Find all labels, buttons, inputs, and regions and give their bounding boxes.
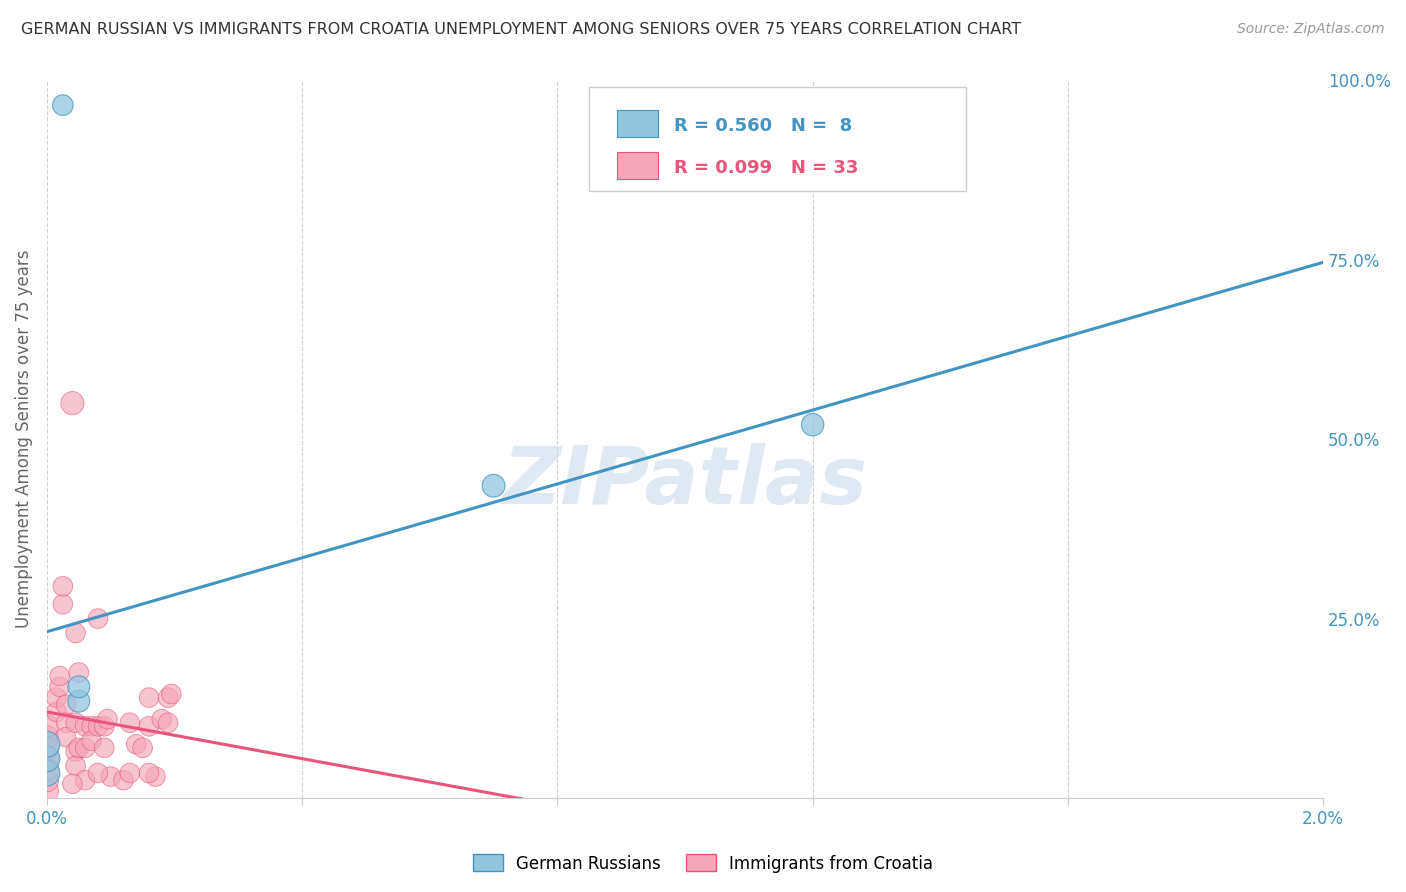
Point xyxy=(45,705,67,719)
Point xyxy=(93,719,115,733)
Point xyxy=(35,784,58,798)
Point xyxy=(62,396,84,410)
Point xyxy=(67,694,90,708)
Point xyxy=(93,740,115,755)
Point xyxy=(65,715,87,730)
Text: R = 0.560   N =  8: R = 0.560 N = 8 xyxy=(673,117,852,135)
Legend: German Russians, Immigrants from Croatia: German Russians, Immigrants from Croatia xyxy=(467,847,939,880)
Point xyxy=(87,719,110,733)
Point xyxy=(80,719,103,733)
Point xyxy=(52,98,75,112)
Point xyxy=(35,751,58,765)
Text: GERMAN RUSSIAN VS IMMIGRANTS FROM CROATIA UNEMPLOYMENT AMONG SENIORS OVER 75 YEA: GERMAN RUSSIAN VS IMMIGRANTS FROM CROATI… xyxy=(21,22,1021,37)
Point xyxy=(35,719,58,733)
Point xyxy=(96,712,118,726)
Point xyxy=(48,680,70,694)
Point xyxy=(160,687,183,701)
Point xyxy=(55,715,77,730)
Point xyxy=(65,626,87,640)
Point xyxy=(35,763,58,777)
FancyBboxPatch shape xyxy=(617,110,658,136)
Text: ZIPatlas: ZIPatlas xyxy=(502,443,868,521)
Point xyxy=(67,680,90,694)
Point xyxy=(35,730,58,744)
Point xyxy=(35,740,58,755)
Point xyxy=(125,737,148,751)
Point xyxy=(62,777,84,791)
Point xyxy=(138,690,160,705)
Text: R = 0.099   N = 33: R = 0.099 N = 33 xyxy=(673,159,858,177)
FancyBboxPatch shape xyxy=(589,87,966,191)
Point xyxy=(87,611,110,625)
Point xyxy=(118,766,141,780)
Y-axis label: Unemployment Among Seniors over 75 years: Unemployment Among Seniors over 75 years xyxy=(15,250,32,628)
Point xyxy=(45,690,67,705)
Point xyxy=(118,715,141,730)
Point xyxy=(52,579,75,593)
Point xyxy=(138,766,160,780)
Text: Source: ZipAtlas.com: Source: ZipAtlas.com xyxy=(1237,22,1385,37)
Point xyxy=(157,690,180,705)
Point xyxy=(75,773,97,788)
Point xyxy=(138,719,160,733)
Point xyxy=(35,751,58,765)
Point xyxy=(65,744,87,758)
Point xyxy=(35,766,58,780)
Point xyxy=(35,737,58,751)
Point xyxy=(100,770,122,784)
Point xyxy=(52,597,75,611)
Point xyxy=(48,669,70,683)
Point xyxy=(801,417,824,432)
Point xyxy=(67,740,90,755)
Point xyxy=(145,770,167,784)
Point xyxy=(482,479,505,493)
Point xyxy=(131,740,153,755)
Point xyxy=(157,715,180,730)
Point xyxy=(150,712,173,726)
Point xyxy=(67,665,90,680)
Point xyxy=(55,730,77,744)
Point xyxy=(75,719,97,733)
Point xyxy=(80,733,103,747)
Point xyxy=(75,740,97,755)
Point xyxy=(65,759,87,773)
Point xyxy=(87,766,110,780)
Point xyxy=(35,773,58,788)
Point xyxy=(112,773,135,788)
FancyBboxPatch shape xyxy=(617,152,658,178)
Point xyxy=(55,698,77,712)
